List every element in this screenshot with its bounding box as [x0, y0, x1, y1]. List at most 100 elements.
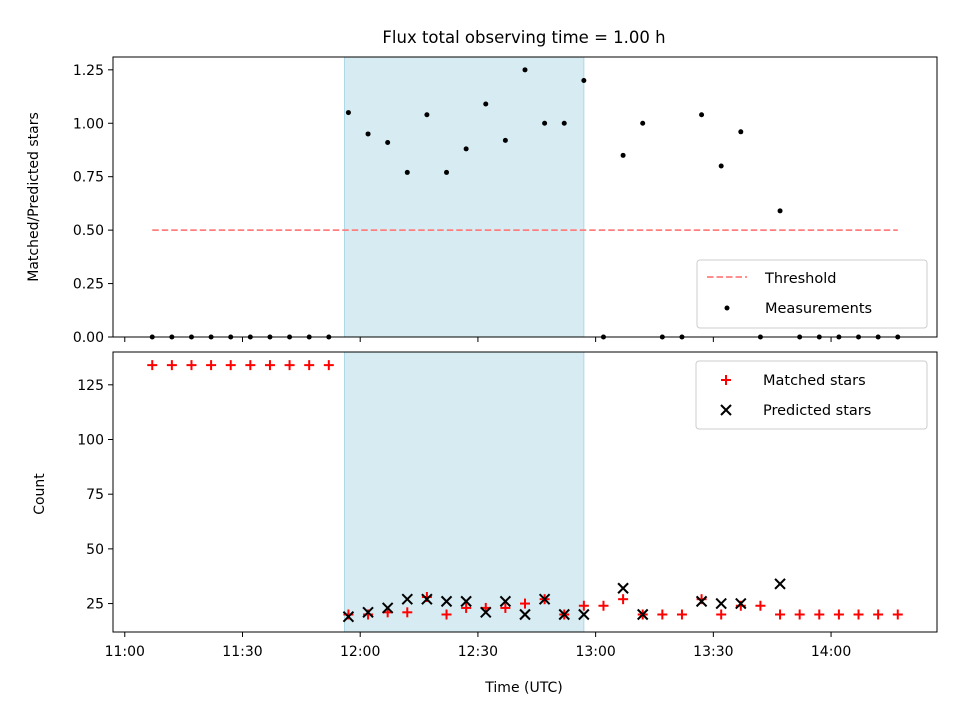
top-y-axis-label: Matched/Predicted stars: [26, 112, 42, 282]
measurement-point: [169, 334, 175, 340]
measurement-point: [287, 334, 293, 340]
top-legend: Threshold Measurements: [696, 259, 928, 329]
measurement-point: [600, 334, 606, 340]
measurement-point: [679, 334, 685, 340]
predicted-star-point: [381, 602, 394, 614]
bottom-y-tick-label: 125: [77, 378, 104, 394]
matched-star-point: [676, 609, 687, 620]
predicted-star-point: [342, 610, 355, 623]
matched-star-point: [245, 360, 256, 371]
predicted-star-point: [519, 608, 531, 621]
top-y-tick-label: 1.00: [73, 116, 104, 132]
top-y-tick-label: 0.50: [73, 223, 104, 239]
bottom-panel: 25 50 75 100 125 11:00 11:30 12:00 12:30 13:00 13…: [32, 351, 938, 696]
matched-star-point: [755, 600, 766, 611]
measurement-point: [856, 334, 862, 340]
matched-star-point: [853, 609, 864, 620]
measurement-point: [247, 334, 253, 340]
top-y-tick-label: 0.00: [73, 330, 104, 346]
predicted-star-point: [538, 593, 551, 605]
legend-predicted-label: Predicted stars: [763, 403, 871, 419]
measurement-point: [228, 334, 234, 340]
measurement-point: [699, 112, 705, 118]
bottom-legend-box: [695, 360, 928, 430]
measurement-point: [424, 112, 430, 118]
legend-matched-swatch: [721, 375, 731, 385]
predicted-star-point: [499, 595, 512, 608]
bottom-y-tick-label: 25: [86, 597, 104, 613]
measurement-point: [620, 152, 626, 158]
matched-star-point: [833, 609, 844, 620]
measurement-point: [208, 334, 214, 340]
measurement-point: [738, 129, 744, 135]
measurement-point: [797, 334, 803, 340]
predicted-star-point: [617, 582, 629, 594]
predicted-star-point: [362, 606, 374, 619]
x-tick-label: 14:00: [811, 644, 851, 660]
predicted-star-point: [695, 595, 708, 608]
matched-star-point: [657, 609, 668, 620]
matched-star-point: [147, 360, 158, 371]
predicted-star-point: [715, 597, 727, 610]
matched-star-point: [225, 360, 236, 371]
measurement-point: [267, 334, 273, 340]
predicted-star-point: [735, 597, 747, 610]
legend-measurements-label: Measurements: [765, 301, 872, 317]
bottom-plot-frame: [112, 351, 938, 633]
matched-star-point: [775, 609, 786, 620]
bottom-y-tick-label: 100: [77, 433, 104, 449]
top-observing-window: [344, 56, 585, 338]
top-panel: 0.00 0.25 0.50 0.75 1.00 1.25 Matched/Predict…: [26, 56, 938, 346]
measurement-point: [306, 334, 312, 340]
measurement-point: [522, 67, 528, 73]
measurement-point: [404, 169, 410, 175]
bottom-y-axis-label: Count: [32, 473, 48, 515]
matched-star-point: [500, 602, 511, 613]
top-y-tick-label: 0.25: [73, 277, 104, 293]
predicted-star-point: [421, 593, 433, 605]
matched-star-point: [186, 360, 197, 371]
bottom-y-tick-label: 75: [86, 487, 104, 503]
matched-star-point: [873, 609, 884, 620]
measurement-point: [463, 146, 469, 152]
matched-star-point: [598, 600, 609, 611]
chart-title: Flux total observing time = 1.00 h: [382, 28, 665, 47]
matched-star-point: [520, 598, 530, 609]
matched-star-point: [794, 609, 805, 620]
measurement-point: [895, 334, 901, 340]
predicted-star-point: [578, 608, 590, 621]
predicted-star-point: [460, 595, 472, 608]
x-tick-label: 11:30: [222, 644, 262, 660]
measurement-point: [777, 208, 783, 214]
bottom-observing-window: [344, 351, 585, 633]
predicted-star-point: [774, 578, 786, 590]
legend-predicted-swatch: [720, 404, 732, 416]
measurement-point: [757, 334, 763, 340]
matched-star-point: [284, 360, 295, 371]
x-axis-label: Time (UTC): [484, 680, 562, 696]
x-tick-label: 13:00: [575, 644, 615, 660]
matched-star-point: [716, 609, 727, 620]
bottom-y-tick-label: 50: [86, 542, 104, 558]
measurement-point: [188, 334, 194, 340]
matched-star-point: [402, 607, 413, 618]
matched-star-point: [323, 360, 334, 371]
matched-star-point: [578, 600, 589, 611]
predicted-star-point: [480, 606, 492, 619]
measurement-point: [149, 334, 155, 340]
measurement-point: [718, 163, 724, 169]
matched-star-point: [618, 594, 629, 605]
measurement-point: [345, 110, 351, 116]
matched-star-point: [814, 609, 825, 620]
top-y-tick-label: 0.75: [73, 170, 104, 186]
bottom-legend: Matched stars Predicted stars: [695, 360, 928, 430]
predicted-star-point: [401, 593, 413, 605]
matched-star-point: [441, 609, 452, 620]
x-tick-label: 11:00: [105, 644, 145, 660]
predicted-star-point: [440, 595, 453, 608]
legend-threshold-label: Threshold: [764, 271, 836, 287]
x-tick-label: 12:30: [458, 644, 498, 660]
predicted-star-point: [558, 608, 570, 621]
matched-star-point: [892, 609, 903, 620]
